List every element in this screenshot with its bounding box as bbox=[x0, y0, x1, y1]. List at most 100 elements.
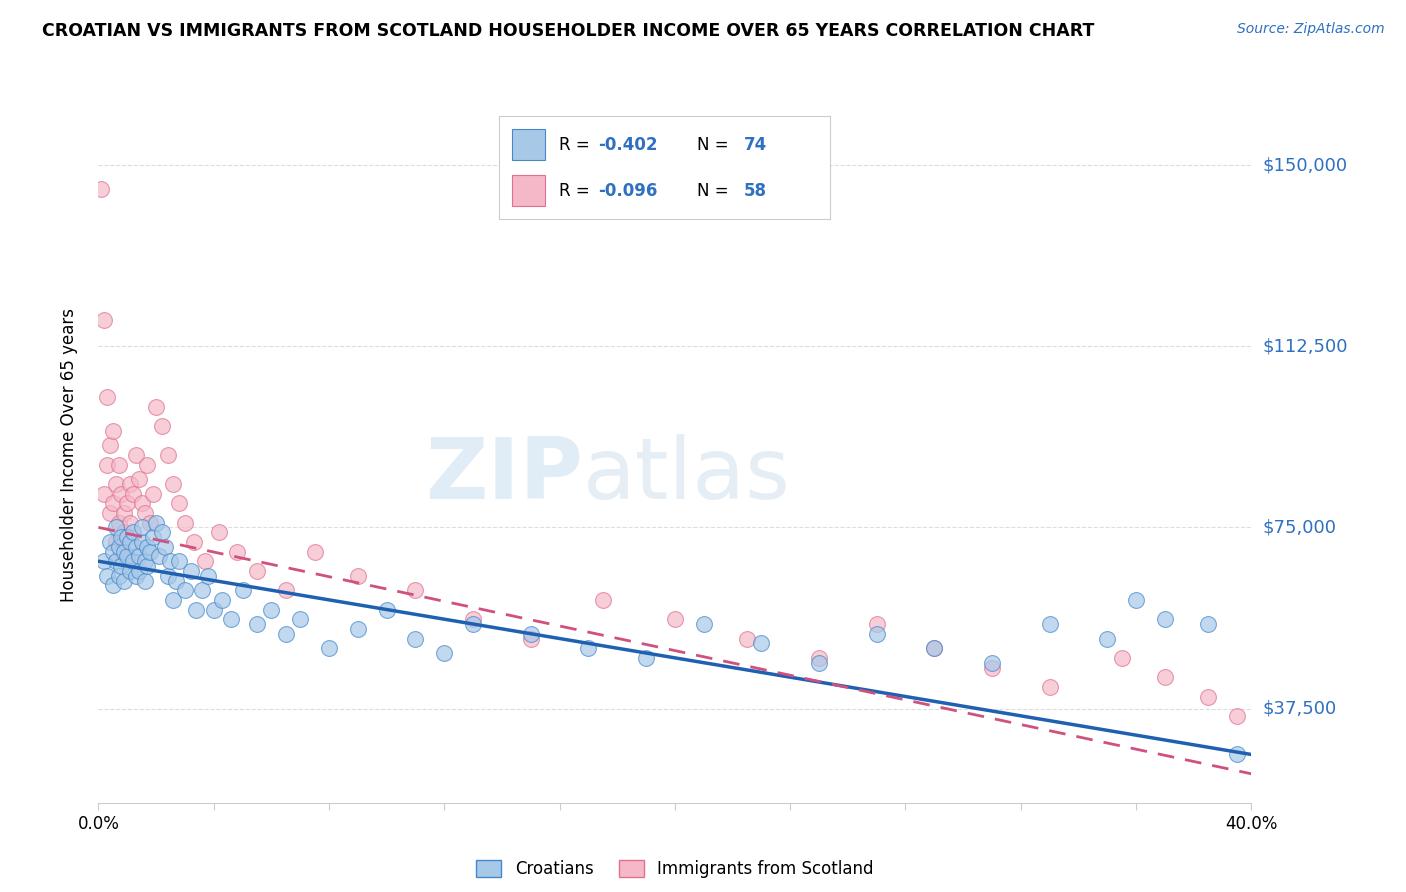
Point bbox=[134, 554, 156, 568]
Point bbox=[136, 458, 159, 472]
Point bbox=[131, 496, 153, 510]
Point bbox=[1153, 612, 1175, 626]
Point bbox=[807, 651, 830, 665]
Point bbox=[866, 617, 889, 632]
Point bbox=[136, 540, 159, 554]
Point bbox=[202, 602, 225, 616]
Text: 58: 58 bbox=[744, 182, 766, 200]
Point bbox=[150, 419, 173, 434]
Point bbox=[145, 516, 167, 530]
Point bbox=[112, 506, 135, 520]
Point bbox=[461, 612, 484, 626]
Point bbox=[101, 578, 124, 592]
Point bbox=[520, 632, 543, 646]
Point bbox=[1038, 617, 1062, 632]
Point bbox=[128, 564, 150, 578]
Bar bbox=[512, 129, 546, 160]
Point bbox=[120, 534, 142, 549]
Point bbox=[1226, 708, 1249, 723]
Point bbox=[112, 544, 135, 558]
Point bbox=[150, 525, 173, 540]
Point bbox=[1226, 747, 1249, 762]
Text: CROATIAN VS IMMIGRANTS FROM SCOTLAND HOUSEHOLDER INCOME OVER 65 YEARS CORRELATIO: CROATIAN VS IMMIGRANTS FROM SCOTLAND HOU… bbox=[42, 22, 1094, 40]
Point bbox=[693, 617, 716, 632]
Text: atlas: atlas bbox=[582, 434, 790, 517]
Point bbox=[104, 520, 127, 534]
Point bbox=[120, 564, 142, 578]
Point bbox=[98, 534, 121, 549]
Point bbox=[145, 400, 167, 414]
Point bbox=[93, 486, 115, 500]
Text: ZIP: ZIP bbox=[425, 434, 582, 517]
Point bbox=[186, 602, 208, 616]
Point bbox=[128, 472, 150, 486]
Point bbox=[112, 525, 135, 540]
Point bbox=[125, 540, 148, 554]
Point bbox=[148, 549, 170, 564]
Point bbox=[225, 544, 247, 558]
Point bbox=[197, 568, 219, 582]
Bar bbox=[512, 176, 546, 206]
Point bbox=[107, 458, 129, 472]
Text: -0.402: -0.402 bbox=[599, 136, 658, 153]
Legend: Croatians, Immigrants from Scotland: Croatians, Immigrants from Scotland bbox=[470, 854, 880, 885]
Point bbox=[922, 641, 945, 656]
Point bbox=[208, 525, 231, 540]
Text: N =: N = bbox=[697, 182, 734, 200]
Point bbox=[290, 612, 312, 626]
Point bbox=[174, 583, 197, 598]
Point bbox=[117, 530, 138, 544]
Point bbox=[101, 496, 124, 510]
Point bbox=[735, 632, 758, 646]
Point bbox=[98, 506, 121, 520]
Point bbox=[110, 559, 132, 574]
Point bbox=[93, 554, 115, 568]
Point bbox=[211, 592, 233, 607]
Point bbox=[346, 568, 368, 582]
Point bbox=[156, 448, 179, 462]
Point bbox=[117, 496, 138, 510]
Text: $75,000: $75,000 bbox=[1263, 518, 1337, 536]
Point bbox=[167, 496, 190, 510]
Point bbox=[107, 516, 129, 530]
Text: $150,000: $150,000 bbox=[1263, 156, 1348, 174]
Point bbox=[101, 544, 124, 558]
Point bbox=[1197, 617, 1219, 632]
Point bbox=[139, 544, 162, 558]
Point bbox=[433, 646, 456, 660]
Point bbox=[90, 182, 112, 196]
Point bbox=[246, 564, 269, 578]
Point bbox=[807, 656, 830, 670]
Point bbox=[246, 617, 269, 632]
Point bbox=[117, 554, 138, 568]
Point bbox=[751, 636, 773, 650]
Text: R =: R = bbox=[558, 136, 595, 153]
Point bbox=[96, 390, 118, 404]
Point bbox=[180, 564, 202, 578]
Point bbox=[866, 626, 889, 640]
Point bbox=[1111, 651, 1133, 665]
Point bbox=[104, 534, 127, 549]
Point bbox=[183, 534, 205, 549]
Point bbox=[318, 641, 340, 656]
Point bbox=[922, 641, 945, 656]
Point bbox=[167, 554, 190, 568]
Point bbox=[304, 544, 326, 558]
Text: $37,500: $37,500 bbox=[1263, 699, 1337, 717]
Point bbox=[156, 568, 179, 582]
Point bbox=[142, 530, 165, 544]
Text: Source: ZipAtlas.com: Source: ZipAtlas.com bbox=[1237, 22, 1385, 37]
Point bbox=[122, 554, 145, 568]
Point bbox=[664, 612, 686, 626]
Point bbox=[375, 602, 398, 616]
Point bbox=[96, 568, 118, 582]
Point bbox=[134, 574, 156, 588]
Point bbox=[96, 458, 118, 472]
Text: -0.096: -0.096 bbox=[599, 182, 658, 200]
Point bbox=[194, 554, 217, 568]
Text: $112,500: $112,500 bbox=[1263, 337, 1348, 355]
Point bbox=[981, 656, 1004, 670]
Point bbox=[107, 568, 129, 582]
Point bbox=[120, 516, 142, 530]
Point bbox=[1097, 632, 1119, 646]
